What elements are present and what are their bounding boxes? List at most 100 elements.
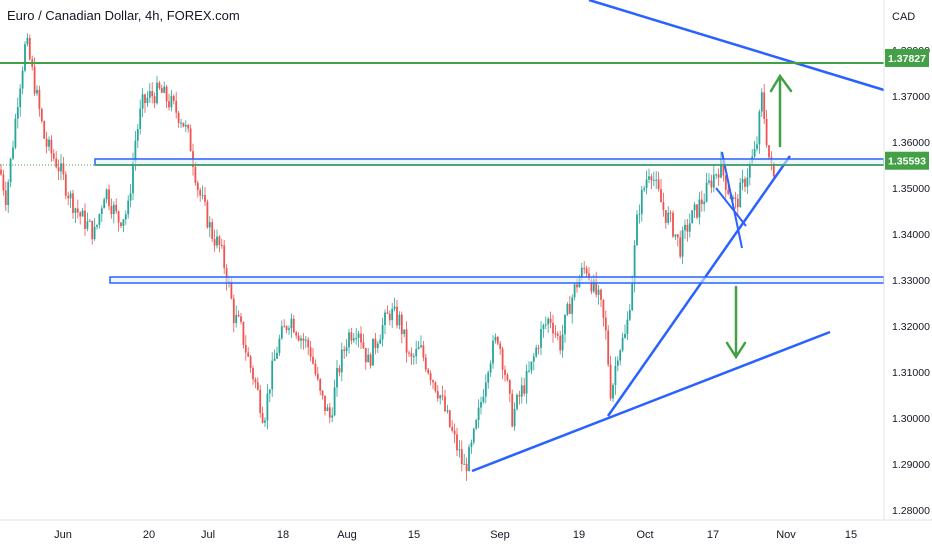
candle	[619, 348, 622, 366]
candle	[520, 377, 523, 404]
candle	[417, 341, 420, 350]
candle	[76, 199, 79, 219]
candle	[556, 331, 559, 341]
candle	[60, 153, 62, 181]
candle	[669, 210, 672, 222]
candle	[636, 210, 638, 246]
candle	[638, 204, 641, 224]
candle	[345, 339, 348, 357]
candle	[470, 439, 473, 454]
price-label-layer: 1.37827 1.35593	[885, 48, 929, 170]
candle	[688, 213, 691, 238]
candle	[434, 381, 437, 393]
candle	[211, 218, 214, 243]
candle	[88, 219, 91, 222]
candle	[16, 97, 19, 129]
candle	[355, 328, 358, 345]
flag-line-lower	[715, 187, 747, 227]
candle	[528, 361, 530, 373]
candle	[715, 173, 718, 179]
candle	[38, 85, 41, 117]
candle	[626, 311, 629, 341]
y-tick-label: 1.31000	[892, 367, 930, 379]
candle	[115, 198, 118, 214]
candle	[120, 221, 122, 228]
candle	[235, 305, 238, 328]
candle	[333, 379, 336, 417]
candle	[672, 210, 674, 239]
candle	[364, 347, 367, 370]
candle	[532, 352, 535, 371]
candle	[616, 356, 619, 372]
candle	[604, 310, 607, 340]
candle	[696, 204, 698, 220]
candle	[237, 310, 240, 318]
candle	[511, 389, 514, 428]
candle	[141, 87, 144, 118]
candle	[549, 311, 552, 329]
candle	[700, 190, 703, 212]
candle	[746, 168, 749, 194]
candle	[67, 191, 70, 206]
candle	[463, 453, 466, 465]
candle	[328, 402, 331, 424]
candle	[110, 198, 113, 219]
candle	[91, 220, 94, 245]
candle	[146, 91, 149, 107]
candle	[84, 203, 86, 236]
candle	[448, 409, 451, 429]
candle	[559, 330, 562, 355]
candle	[2, 169, 5, 196]
candle	[624, 324, 626, 339]
candle	[398, 311, 401, 330]
candle	[489, 360, 492, 377]
candle	[674, 234, 677, 240]
candle	[122, 218, 125, 233]
candle	[628, 303, 631, 322]
candle	[156, 75, 158, 105]
candle	[50, 135, 53, 162]
candle	[660, 179, 662, 203]
candle	[321, 390, 324, 400]
x-tick-label: 20	[143, 529, 155, 541]
candle	[513, 402, 516, 431]
y-tick-label: 1.30000	[892, 413, 930, 425]
candle	[348, 328, 350, 354]
candle	[492, 335, 494, 369]
candle	[304, 336, 307, 349]
candle	[319, 378, 322, 396]
candle	[266, 383, 269, 430]
candle	[422, 340, 425, 362]
candle	[249, 354, 252, 373]
candle	[254, 377, 257, 389]
candle	[554, 325, 557, 338]
candle	[408, 350, 410, 357]
candle	[350, 327, 353, 345]
candle	[285, 325, 288, 334]
candle	[201, 185, 204, 200]
candle	[705, 172, 708, 203]
candle	[278, 334, 281, 356]
candle	[309, 341, 312, 362]
candle	[170, 90, 173, 112]
candle	[523, 378, 526, 397]
price-label-text: 1.37827	[888, 53, 926, 65]
price-label-text: 1.35593	[888, 156, 926, 168]
candle	[28, 34, 31, 61]
candle	[585, 265, 588, 278]
candle	[420, 335, 422, 349]
candle	[612, 382, 614, 402]
candle	[412, 353, 415, 365]
candle	[573, 283, 576, 301]
x-tick-label: 17	[707, 529, 719, 541]
candle	[336, 360, 338, 397]
chart-title: Euro / Canadian Dollar, 4h, FOREX.com	[7, 8, 240, 23]
candle	[662, 192, 665, 217]
flag-line-upper	[721, 151, 743, 249]
candle	[499, 340, 502, 355]
down-arrow-icon	[725, 285, 747, 360]
candle	[81, 207, 84, 217]
candle	[487, 370, 490, 389]
candle	[117, 210, 120, 232]
